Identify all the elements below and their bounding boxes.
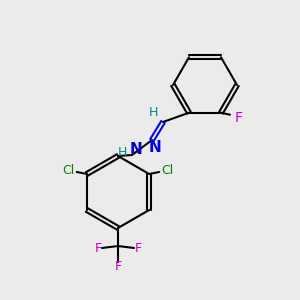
- Text: F: F: [134, 242, 142, 254]
- Text: Cl: Cl: [63, 164, 75, 176]
- Text: F: F: [94, 242, 102, 254]
- Text: H: H: [148, 106, 158, 118]
- Text: N: N: [130, 142, 142, 158]
- Text: F: F: [114, 260, 122, 272]
- Text: H: H: [117, 146, 127, 160]
- Text: F: F: [235, 111, 243, 125]
- Text: N: N: [148, 140, 161, 154]
- Text: Cl: Cl: [161, 164, 173, 176]
